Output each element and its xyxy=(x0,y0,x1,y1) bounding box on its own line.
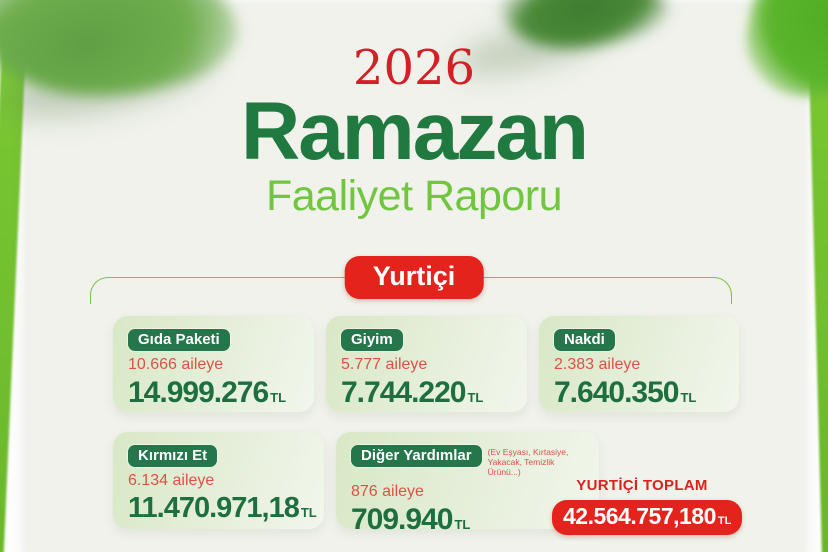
aid-card-giyim: Giyim 5.777 aileye 7.744.220 TL xyxy=(326,316,527,412)
families-count: 6.134 aileye xyxy=(128,472,215,489)
aid-card-nakdi: Nakdi 2.383 aileye 7.640.350 TL xyxy=(539,316,739,412)
card-note: (Ev Eşyası, Kırtasiye, Yakacak, Temizlik… xyxy=(487,447,569,478)
aid-card-gida-paketi: Gıda Paketi 10.666 aileye 14.999.276 TL xyxy=(113,316,314,412)
section-badge-yurtici: Yurtiçi xyxy=(344,256,484,299)
aid-card-diger-yardimlar: Diğer Yardımlar (Ev Eşyası, Kırtasiye, Y… xyxy=(336,432,599,536)
currency-label: TL xyxy=(717,515,732,527)
card-label-badge: Gıda Paketi xyxy=(128,329,230,351)
page-subtitle: Faaliyet Raporu xyxy=(265,172,563,221)
currency-label: TL xyxy=(467,390,484,405)
currency-label: TL xyxy=(454,516,471,532)
currency-label: TL xyxy=(680,390,697,405)
card-label-badge: Diğer Yardımlar xyxy=(351,445,482,467)
currency-label: TL xyxy=(300,505,317,520)
card-label-badge: Giyim xyxy=(341,329,403,351)
amount-value: 14.999.276 TL xyxy=(128,376,287,409)
amount-value: 7.640.350 TL xyxy=(554,376,697,409)
report-header: 2026 Ramazan Faaliyet Raporu xyxy=(0,44,828,218)
total-amount-pill: 42.564.757,180 TL xyxy=(552,500,743,535)
currency-label: TL xyxy=(270,390,287,405)
card-label-badge: Kırmızı Et xyxy=(128,445,218,467)
page-title: Ramazan xyxy=(240,86,589,177)
families-count: 5.777 aileye xyxy=(341,356,428,373)
families-count: 2.383 aileye xyxy=(554,356,641,373)
total-label: YURTİÇİ TOPLAM xyxy=(576,477,708,494)
card-label-badge: Nakdi xyxy=(554,329,615,351)
aid-card-kirmizi-et: Kırmızı Et 6.134 aileye 11.470.971,18 TL xyxy=(113,432,324,529)
domestic-total-block: YURTİÇİ TOPLAM 42.564.757,180 TL xyxy=(552,477,743,535)
amount-value: 7.744.220 TL xyxy=(341,376,484,409)
families-count: 10.666 aileye xyxy=(128,356,224,373)
year-label: 2026 xyxy=(352,40,476,96)
amount-value: 709.940 TL xyxy=(351,502,471,536)
amount-value: 11.470.971,18 TL xyxy=(128,492,317,524)
families-count: 876 aileye xyxy=(351,482,424,500)
